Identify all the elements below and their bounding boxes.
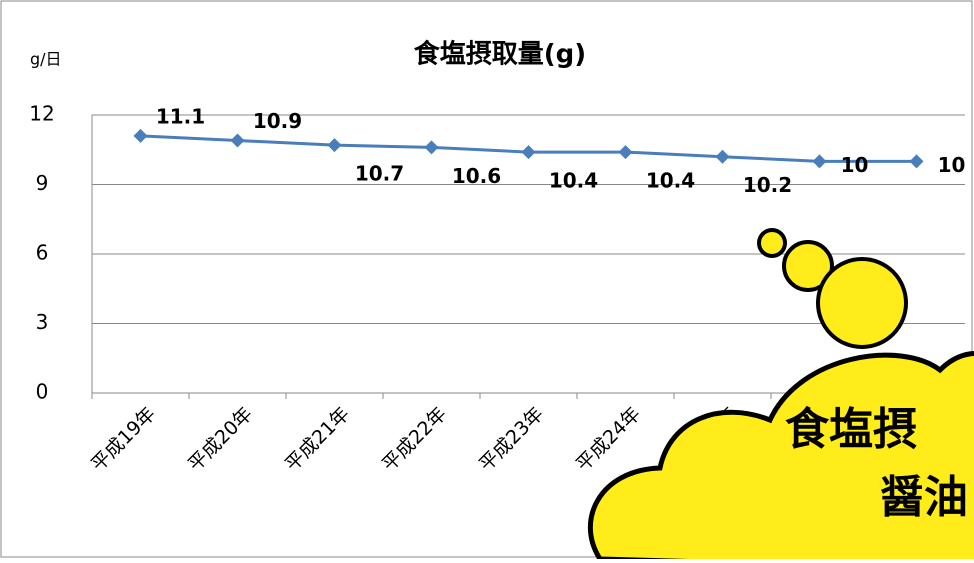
data-label: 10 (841, 153, 869, 177)
data-label: 11.1 (156, 104, 205, 128)
chart-title: 食塩摂取量(g) (414, 39, 586, 70)
data-label: 10.6 (452, 164, 501, 188)
chart: 食塩摂取量(g) g/日 036912平成19年平成20年平成21年平成22年平… (0, 0, 974, 559)
y-tick-label: 9 (36, 171, 49, 195)
data-label: 10.2 (743, 173, 792, 197)
y-tick-label: 6 (36, 241, 49, 265)
y-tick-label: 12 (29, 102, 54, 126)
thought-bubble (759, 230, 785, 256)
y-tick-label: 3 (36, 310, 49, 334)
data-label: 10.9 (253, 109, 302, 133)
data-label: 10.4 (646, 169, 695, 193)
callout-text: 醤油 (880, 472, 968, 523)
data-label: 10.4 (549, 169, 598, 193)
data-label: 10 (938, 153, 966, 177)
page: {"chart_data": {"type": "line", "title":… (0, 0, 974, 559)
callout-text: 食塩摂 (785, 404, 917, 455)
y-axis-label: g/日 (30, 50, 62, 69)
data-label: 10.7 (355, 162, 404, 186)
thought-bubble (818, 259, 906, 347)
y-tick-label: 0 (36, 380, 49, 404)
